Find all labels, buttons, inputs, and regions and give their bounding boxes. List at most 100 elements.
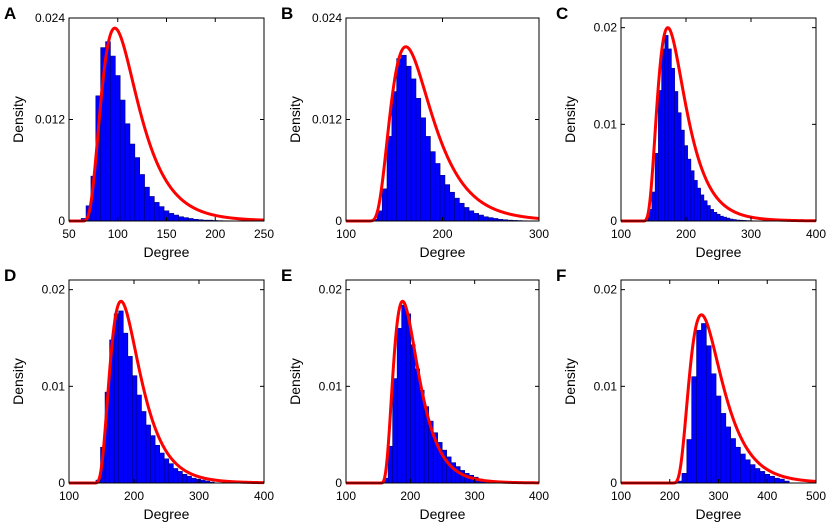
x-tick-label: 100 [611,489,631,503]
histogram-bar [463,207,470,222]
histogram-bar [468,210,475,222]
fit-curve [68,26,265,223]
y-axis-label: Density [562,96,578,143]
histogram-bar [759,471,766,484]
histogram-bar [680,129,685,222]
histogram-bar [671,67,675,222]
histogram-bar [715,395,722,484]
panel-d: 100 200 300 400 0 0.01 0.02 Degree Density D [4,266,274,522]
histogram-bar [454,197,460,222]
histogram-bar [740,453,746,484]
x-tick-label: 200 [205,227,225,241]
histogram-bar [168,213,175,222]
histogram-bar [677,112,682,222]
histogram-bar [730,438,736,484]
histogram-bar [173,214,179,222]
x-tick-label: 500 [806,489,826,503]
histogram-bar [754,468,761,484]
x-tick-label: 200 [400,489,420,503]
histogram-bar [119,99,126,222]
panel-letter: C [556,4,568,23]
x-tick-label: 400 [529,489,549,503]
histogram-bar [700,194,705,222]
histogram-bar [110,55,116,222]
histogram-bar [415,98,422,222]
histogram-bar [658,90,662,222]
histogram-bar [651,191,656,222]
histogram-bar [401,304,407,484]
histogram-bar [122,332,129,484]
x-tick-label: 100 [336,489,356,503]
panel-e: 100 200 300 400 0 0.01 0.02 Degree Density E [281,266,549,522]
x-tick-label: 200 [676,227,696,241]
histogram-bar [686,439,692,484]
histogram-bar [149,196,155,222]
histogram-bar [706,205,711,222]
histogram-bar [745,459,751,484]
panel-letter: A [4,4,16,23]
histogram-bar [701,323,707,484]
y-axis-label: Density [562,358,578,405]
histogram-bar [168,463,174,484]
histogram-bar [154,444,160,484]
histogram-bar [444,184,451,222]
histogram-bar [725,426,731,484]
histogram-bar [769,475,775,484]
fit-curve [68,299,265,485]
y-tick-label: 0.02 [42,283,66,297]
x-tick-label: 100 [336,227,356,241]
panel-letter: B [281,4,293,23]
histogram-bar [405,313,411,484]
histogram-bar [186,475,192,484]
histogram-bar [134,157,140,222]
y-tick-label: 0 [335,476,342,490]
histogram-bar [115,75,121,222]
histogram-bar [141,411,147,484]
y-tick-label: 0 [610,214,617,228]
histogram-bar [664,35,669,222]
histogram-bar [182,473,188,484]
x-tick-label: 250 [254,227,274,241]
x-tick-label: 200 [660,489,680,503]
axes-frame [345,279,540,484]
histogram-bar [483,216,489,222]
panel-letter: E [281,266,292,285]
histogram-bar [723,216,727,222]
y-tick-label: 0.024 [312,11,342,25]
histogram-bar [386,136,393,222]
histogram-bar [396,328,402,484]
histogram-bar [396,58,402,222]
x-tick-label: 300 [708,489,728,503]
histogram-bar [449,191,455,222]
histogram-bar [674,91,679,222]
histogram-bar [410,344,416,484]
y-axis-label: Density [287,358,303,405]
histogram-bar [779,478,785,484]
x-axis-label: Degree [144,506,190,522]
histogram-bar [425,136,431,222]
histogram-bar [183,217,189,222]
histogram-bar [195,478,201,484]
y-tick-label: 0.01 [594,117,618,131]
panel-letter: F [556,266,566,285]
histogram-bar [706,345,712,484]
y-tick-label: 0 [335,214,342,228]
histogram-bar [488,217,494,222]
x-tick-label: 400 [757,489,777,503]
histogram-bar [158,206,165,222]
histogram-bar [381,188,388,222]
x-axis-label: Degree [696,506,742,522]
panel-f: 100 200 300 400 500 0 0.01 0.02 Degree Density F [556,266,826,522]
axes-frame [68,279,265,484]
x-tick-label: 300 [529,227,549,241]
histogram-bar [144,186,150,222]
x-tick-label: 100 [611,227,631,241]
histogram-bar [703,200,708,222]
histogram-bar [691,376,697,484]
x-tick-label: 300 [741,227,761,241]
x-tick-label: 300 [189,489,209,503]
x-tick-label: 50 [62,227,76,241]
histogram-bar [191,477,197,484]
histogram-bar [690,170,695,222]
